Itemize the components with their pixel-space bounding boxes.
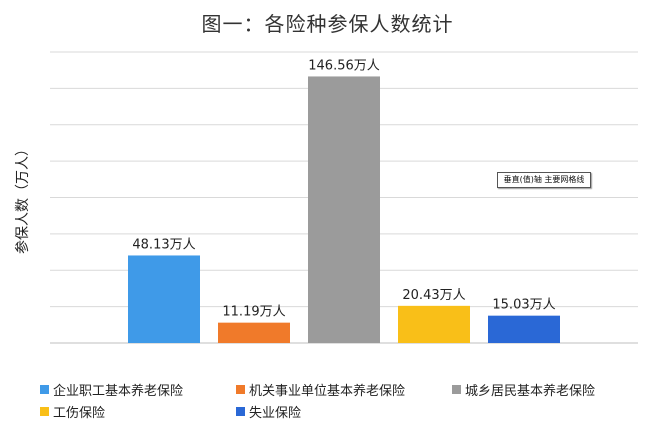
data-labels: 48.13万人 11.19万人 146.56万人 20.43万人 15.03万人 [132,58,555,319]
legend-item-5: 失业保险 [236,402,301,421]
data-label-4: 20.43万人 [402,288,465,303]
bar-3 [308,76,380,343]
bar-2 [218,322,290,343]
legend-label: 企业职工基本养老保险 [53,384,184,399]
data-label-1: 48.13万人 [132,237,195,252]
legend-item-4: 工伤保险 [40,402,105,421]
legend-label: 失业保险 [249,406,302,421]
legend-swatch [236,385,245,394]
bars [128,76,560,343]
legend-swatch [40,407,49,416]
legend-label: 机关事业单位基本养老保险 [249,384,406,399]
bar-5 [488,315,560,343]
legend-label: 城乡居民基本养老保险 [465,384,596,399]
legend-swatch [452,385,461,394]
legend-label: 工伤保险 [53,406,106,421]
data-label-5: 15.03万人 [492,298,555,313]
legend-swatch [40,385,49,394]
legend-item-1: 企业职工基本养老保险 [40,380,183,399]
legend-item-2: 机关事业单位基本养老保险 [236,380,405,399]
data-label-2: 11.19万人 [222,305,285,320]
legend-item-3: 城乡居民基本养老保险 [452,380,595,399]
data-label-3: 146.56万人 [308,58,380,73]
legend-swatch [236,407,245,416]
bar-4 [398,305,470,343]
chart-title: 图一：各险种参保人数统计 [201,12,454,36]
bar-1 [128,255,200,343]
gridline-tooltip: 垂直(值)轴 主要网格线 [497,172,591,188]
